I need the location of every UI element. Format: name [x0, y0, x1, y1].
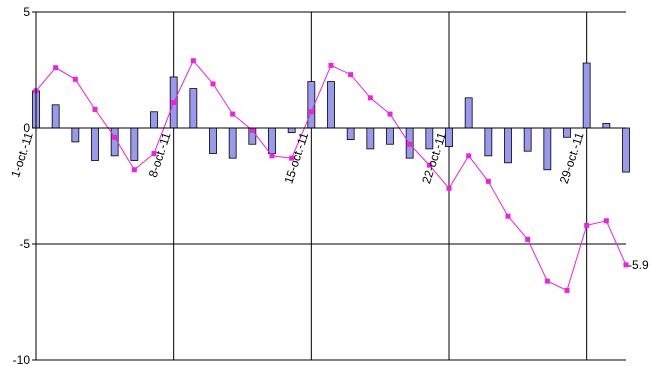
line-point [525, 236, 531, 242]
line-point [131, 167, 137, 173]
last-value-label: -5.9 [628, 258, 649, 272]
bar [523, 127, 532, 152]
line-series [33, 58, 629, 293]
line-point [603, 218, 609, 224]
y-tick-label: 5 [23, 5, 30, 19]
line-point [171, 99, 177, 105]
line-point [446, 185, 452, 191]
line-point [53, 65, 59, 71]
line-point [289, 155, 295, 161]
line-point [112, 134, 118, 140]
y-tick-labels: 5 0 -5 -10 [13, 5, 31, 366]
bar [51, 104, 60, 129]
line-point [190, 58, 196, 64]
line-point [210, 81, 216, 87]
line-point [328, 62, 334, 68]
line-point [466, 153, 472, 159]
line-point [348, 72, 354, 78]
line-point [230, 111, 236, 117]
bar [563, 127, 571, 138]
line-point [308, 109, 314, 115]
line-point [269, 153, 275, 159]
bar [543, 127, 552, 171]
line-point [584, 222, 590, 228]
bar-series [32, 62, 630, 173]
y-tick-label: 0 [23, 121, 30, 135]
line-point [505, 213, 511, 219]
line-point [544, 278, 550, 284]
x-tick-label: 29-oct.-11 [557, 130, 587, 185]
bar [484, 127, 493, 157]
line-point [407, 141, 413, 147]
line-point [387, 111, 393, 117]
bar [209, 127, 217, 154]
bar [582, 62, 591, 129]
bar [228, 127, 237, 159]
axes [32, 11, 626, 361]
line-point [426, 162, 432, 168]
bar [386, 127, 394, 145]
x-tick-label: 1-oct.-11 [8, 130, 36, 179]
y-tick-label: -5 [19, 237, 30, 251]
bar [287, 127, 296, 134]
line-point [564, 287, 570, 293]
bar [130, 127, 139, 161]
line-point [249, 127, 255, 133]
x-tick-label: 8-oct.-11 [146, 130, 174, 179]
bar [71, 127, 80, 143]
line-point [72, 76, 78, 82]
bar [346, 127, 355, 140]
bar [366, 127, 375, 150]
bar [327, 81, 335, 129]
bar [504, 127, 512, 164]
bar [91, 127, 99, 161]
line-point [92, 106, 98, 112]
bar [268, 127, 276, 154]
bar [602, 122, 611, 129]
bar [150, 111, 158, 129]
x-tick-label: 22-oct.-11 [419, 130, 449, 185]
y-tick-label: -10 [13, 353, 31, 366]
bar [622, 127, 630, 173]
line-point [623, 262, 629, 268]
line-point [485, 178, 491, 184]
line-point [367, 95, 373, 101]
bar [189, 88, 198, 129]
line-point [151, 151, 157, 157]
bar [464, 97, 473, 129]
